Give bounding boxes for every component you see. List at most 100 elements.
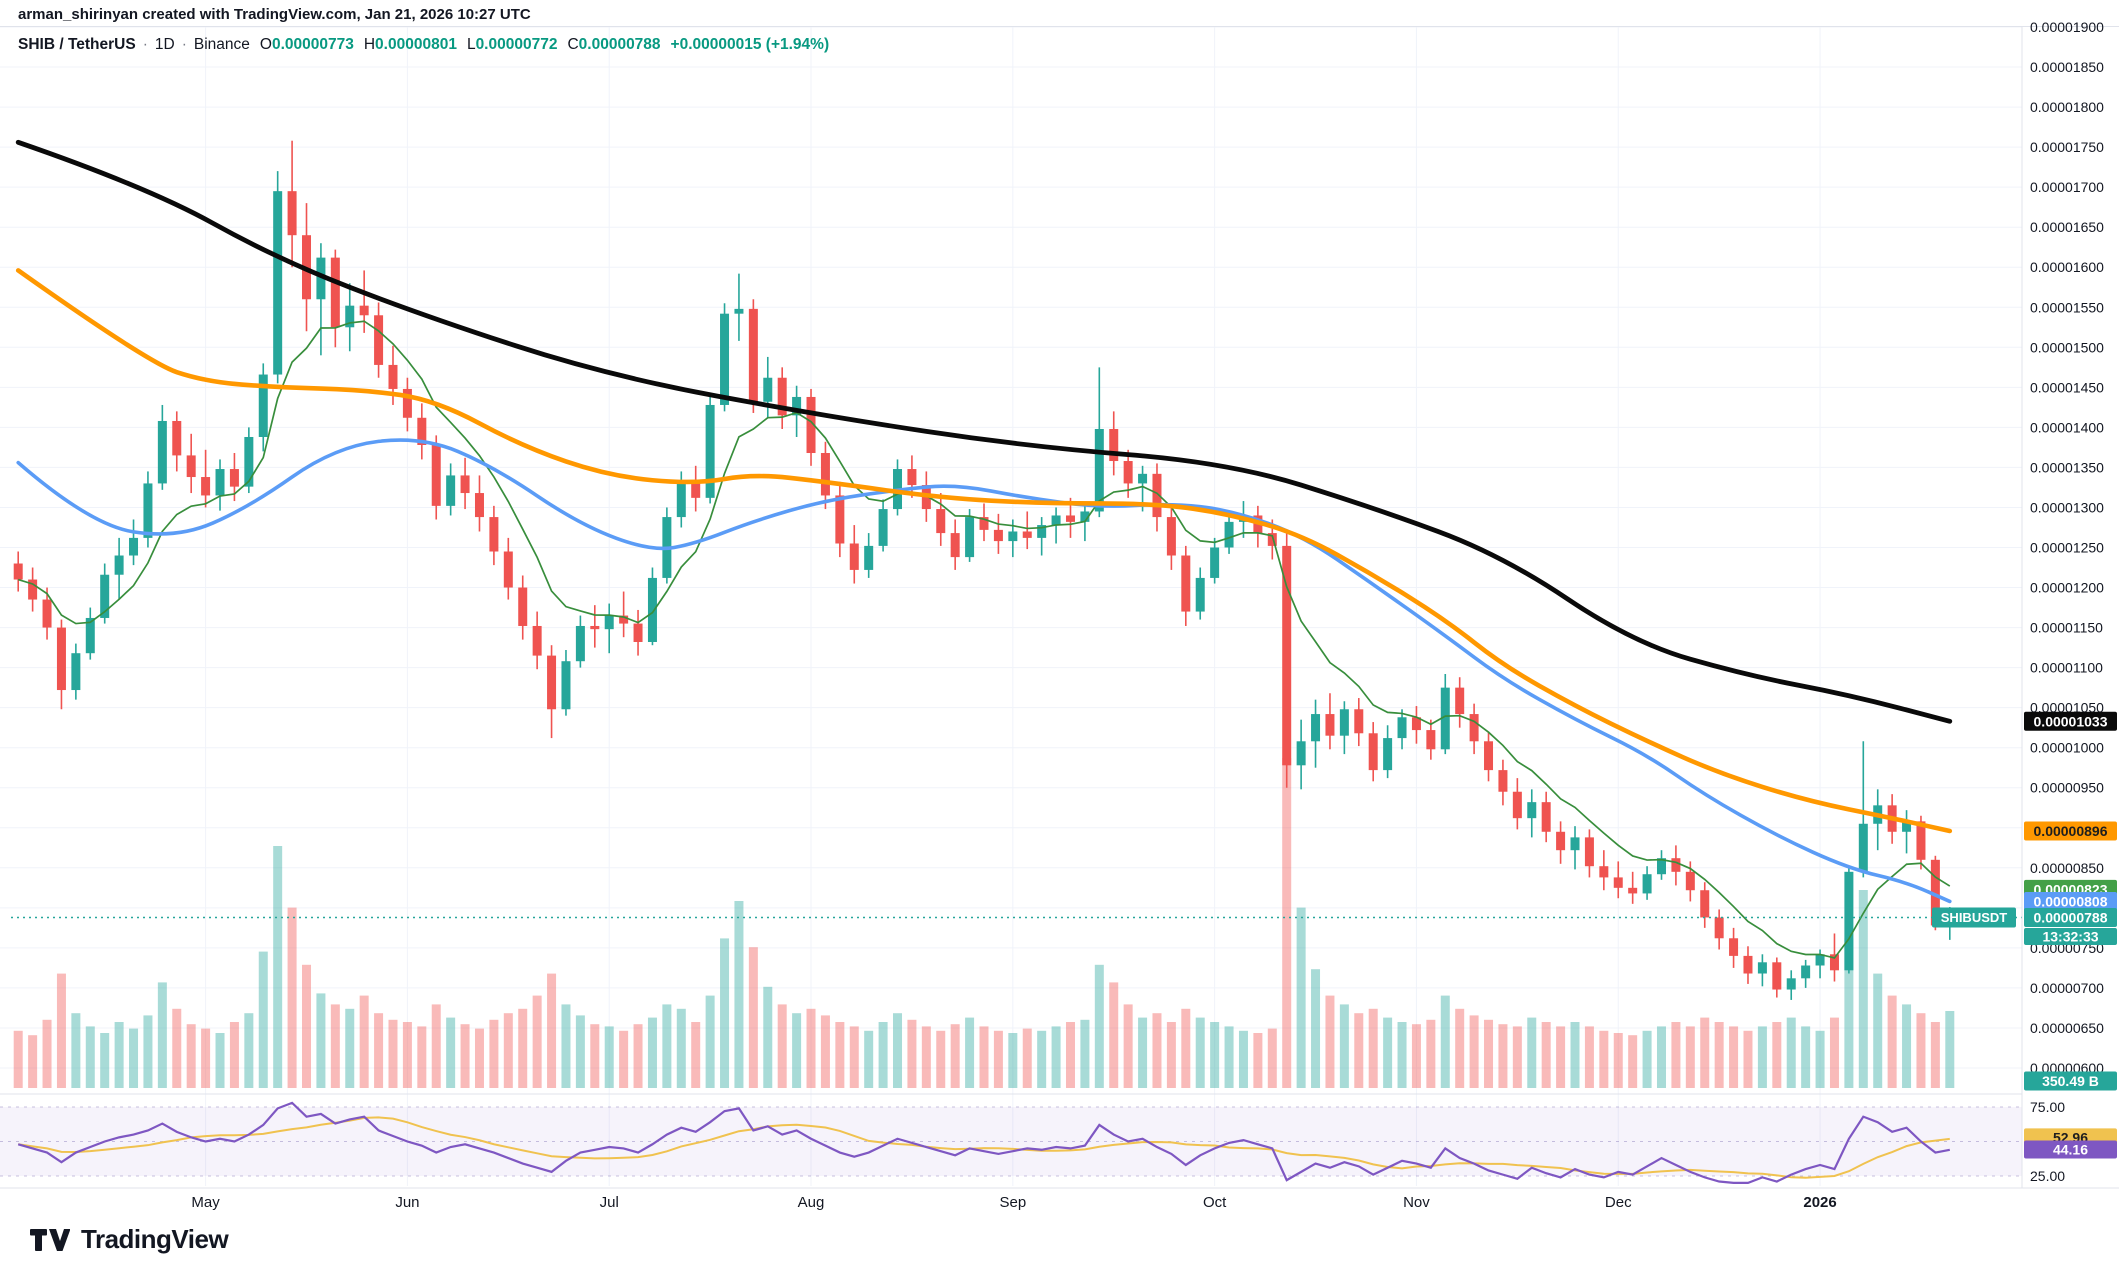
volume-bar bbox=[129, 1028, 139, 1088]
time-axis-label: Sep bbox=[999, 1194, 1026, 1211]
candle-body bbox=[215, 469, 225, 496]
rsi-line bbox=[17, 1101, 1950, 1184]
volume-bar bbox=[287, 907, 297, 1088]
candle-body bbox=[1700, 890, 1710, 918]
volume-bar bbox=[1484, 1019, 1494, 1088]
volume-bar bbox=[1022, 1028, 1032, 1088]
candle-body bbox=[1599, 866, 1609, 878]
volume-bar bbox=[1902, 1004, 1912, 1088]
candle-body bbox=[849, 543, 859, 570]
candle-body bbox=[1138, 473, 1148, 484]
candle-body bbox=[28, 579, 38, 600]
candle-body bbox=[1469, 714, 1479, 742]
volume-bar bbox=[1743, 1030, 1753, 1088]
volume-bar bbox=[1368, 1008, 1378, 1088]
candle-body bbox=[965, 517, 975, 558]
volume-badge bbox=[2024, 1071, 2117, 1091]
symbol-price-flag bbox=[1932, 907, 2016, 928]
volume-bar bbox=[402, 1022, 412, 1088]
candle-body bbox=[359, 305, 369, 316]
candle-body bbox=[1801, 965, 1811, 979]
candle-body bbox=[1671, 858, 1681, 872]
volume-bar bbox=[1556, 1026, 1566, 1088]
volume-bar bbox=[1916, 1013, 1926, 1088]
volume-bar bbox=[864, 1030, 874, 1088]
volume-bar bbox=[1195, 1017, 1205, 1088]
volume-bar bbox=[1339, 1004, 1349, 1088]
volume-bar bbox=[1397, 1022, 1407, 1088]
volume-bar bbox=[1267, 1028, 1277, 1088]
candle-body bbox=[1527, 802, 1537, 819]
ma-short-line bbox=[17, 320, 1951, 959]
candle-body bbox=[1902, 821, 1912, 832]
price-tick-label: 0.00001150 bbox=[2030, 620, 2103, 636]
volume-bar bbox=[1801, 1026, 1811, 1088]
candle-body bbox=[1815, 954, 1825, 966]
candle-body bbox=[1930, 859, 1940, 926]
candle-body bbox=[547, 655, 557, 710]
volume-bar bbox=[1065, 1022, 1075, 1088]
volume-bar bbox=[28, 1035, 38, 1088]
volume-bar bbox=[201, 1028, 211, 1088]
volume-bar bbox=[1512, 1026, 1522, 1088]
volume-bar bbox=[633, 1024, 643, 1088]
candle-body bbox=[820, 453, 830, 496]
time-axis-label: Nov bbox=[1403, 1194, 1430, 1211]
volume-bar bbox=[1440, 995, 1450, 1088]
volume-bar bbox=[691, 1022, 701, 1088]
candle-body bbox=[878, 509, 888, 546]
candle-body bbox=[1267, 533, 1277, 546]
volume-bar bbox=[1671, 1022, 1681, 1088]
candle-body bbox=[835, 495, 845, 544]
candle-body bbox=[1628, 887, 1638, 894]
volume-bar bbox=[302, 964, 312, 1088]
volume-bar bbox=[720, 938, 730, 1088]
candle-body bbox=[1556, 831, 1566, 851]
candle-body bbox=[1354, 709, 1364, 734]
volume-bar bbox=[13, 1030, 23, 1088]
candle-body bbox=[1584, 837, 1594, 867]
price-tick-label: 0.00001200 bbox=[2030, 580, 2104, 596]
volume-bar bbox=[359, 995, 369, 1088]
price-tick-label: 0.00001400 bbox=[2030, 419, 2104, 435]
interval-label: 1D bbox=[154, 36, 175, 53]
volume-bar bbox=[1829, 1017, 1839, 1088]
candle-body bbox=[1065, 515, 1075, 522]
price-tick-label: 0.00001850 bbox=[2030, 59, 2104, 75]
rsi-level-label: 75.00 bbox=[2030, 1099, 2065, 1115]
symbol-price-flag-text: SHIBUSDT bbox=[1941, 910, 2008, 925]
volume-bar bbox=[186, 1024, 196, 1088]
price-tick-label: 0.00000700 bbox=[2030, 980, 2104, 996]
volume-bar bbox=[56, 973, 66, 1088]
countdown-badge bbox=[2024, 927, 2117, 945]
volume-bar bbox=[1282, 758, 1292, 1088]
candle-body bbox=[460, 475, 470, 494]
candle-body bbox=[1570, 837, 1580, 851]
volume-bar bbox=[979, 1026, 989, 1088]
candle-body bbox=[417, 417, 427, 446]
candle-body bbox=[1037, 525, 1047, 538]
symbol-legend[interactable]: SHIB / TetherUS · 1D · Binance O0.000007… bbox=[18, 36, 829, 54]
candle-body bbox=[763, 377, 773, 402]
candle-body bbox=[71, 653, 81, 691]
volume-bar bbox=[157, 982, 167, 1088]
price-tick-label: 0.00000950 bbox=[2030, 780, 2104, 796]
candle-body bbox=[446, 475, 456, 506]
volume-bar bbox=[1109, 982, 1119, 1088]
volume-bar bbox=[330, 1004, 340, 1088]
candle-body bbox=[1426, 730, 1436, 750]
candle-body bbox=[1210, 547, 1220, 578]
volume-bar bbox=[345, 1008, 355, 1088]
candle-body bbox=[993, 529, 1003, 542]
volume-bar bbox=[748, 947, 758, 1088]
candle-body bbox=[42, 599, 52, 628]
candle-body bbox=[1051, 515, 1061, 526]
candle-body bbox=[1094, 428, 1104, 512]
candle-body bbox=[258, 374, 268, 437]
volume-bar bbox=[921, 1026, 931, 1088]
volume-bar bbox=[1238, 1030, 1248, 1088]
volume-bar bbox=[388, 1019, 398, 1088]
volume-bar bbox=[1354, 1013, 1364, 1088]
volume-bar bbox=[950, 1024, 960, 1088]
